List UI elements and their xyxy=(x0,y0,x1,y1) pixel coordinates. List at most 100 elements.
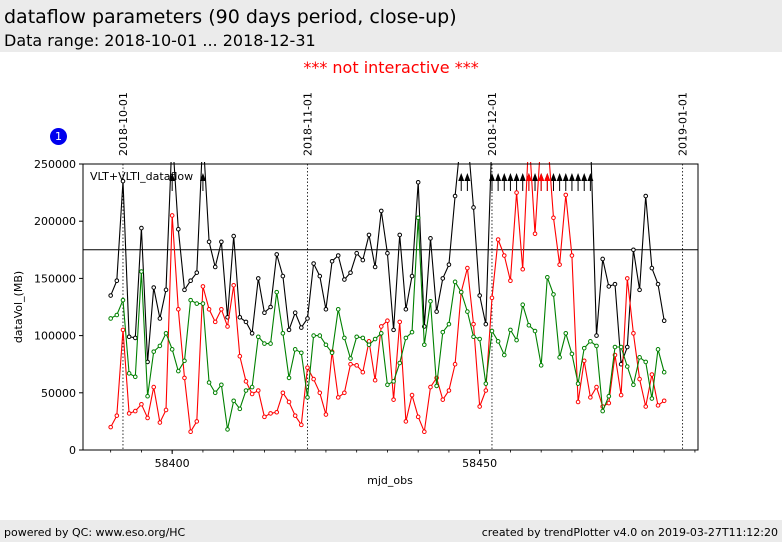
data-point xyxy=(489,295,495,301)
data-point xyxy=(176,368,181,374)
data-point xyxy=(280,273,286,279)
data-point xyxy=(243,319,249,325)
data-point xyxy=(311,333,316,338)
y-tick-label: 100000 xyxy=(34,330,76,343)
data-point xyxy=(280,390,286,396)
data-point xyxy=(182,287,187,293)
data-point xyxy=(286,399,292,405)
data-point xyxy=(176,306,181,312)
data-point xyxy=(606,393,612,399)
data-point xyxy=(446,262,452,267)
overflow-marker-arrow xyxy=(199,173,206,181)
data-point xyxy=(329,258,335,264)
data-point xyxy=(483,381,489,386)
data-point xyxy=(409,329,415,335)
data-point xyxy=(612,344,618,350)
data-point xyxy=(624,276,630,281)
data-point xyxy=(120,178,126,184)
overflow-marker-arrow xyxy=(169,173,176,181)
data-point xyxy=(508,278,513,283)
data-point xyxy=(292,413,298,418)
data-point xyxy=(526,323,532,328)
data-range-subtitle: Data range: 2018-10-01 ... 2018-12-31 xyxy=(4,31,316,50)
data-point xyxy=(594,333,599,338)
data-point xyxy=(360,257,366,263)
data-point xyxy=(317,333,323,338)
overflow-marker-arrow xyxy=(538,173,545,181)
data-point xyxy=(366,342,372,348)
data-point xyxy=(649,396,655,401)
data-point xyxy=(126,411,132,416)
overflow-marker-arrow xyxy=(568,173,575,181)
data-point xyxy=(163,407,169,413)
data-point xyxy=(243,379,249,384)
data-point xyxy=(157,420,163,425)
data-point xyxy=(631,247,636,253)
data-point xyxy=(132,374,138,380)
data-point xyxy=(501,253,507,258)
data-point xyxy=(225,427,230,432)
data-point xyxy=(372,336,378,342)
footer-generator: created by trendPlotter v4.0 on 2019-03-… xyxy=(481,526,778,539)
data-point xyxy=(249,391,255,397)
data-point xyxy=(545,274,550,280)
data-point xyxy=(483,321,489,327)
data-point xyxy=(477,336,482,342)
data-point xyxy=(311,376,316,382)
data-point xyxy=(206,380,212,385)
data-point xyxy=(225,324,230,329)
data-point xyxy=(612,281,618,287)
data-point xyxy=(618,392,624,398)
data-point xyxy=(329,350,335,356)
data-point xyxy=(501,352,507,358)
data-point xyxy=(594,384,599,390)
data-point xyxy=(169,213,175,218)
data-point xyxy=(231,282,236,288)
data-point xyxy=(157,316,163,321)
data-point xyxy=(323,306,329,312)
data-point xyxy=(631,331,636,336)
data-point xyxy=(557,262,562,267)
date-marker-label: 2018-11-01 xyxy=(301,92,314,156)
overflow-marker-arrow xyxy=(587,173,594,181)
data-point xyxy=(323,342,329,348)
data-point xyxy=(139,269,144,274)
data-point xyxy=(385,382,390,388)
data-point xyxy=(120,297,126,303)
data-point xyxy=(219,382,224,388)
data-point xyxy=(151,384,157,390)
data-point xyxy=(551,292,556,297)
data-point xyxy=(581,358,587,364)
date-marker-label: 2018-12-01 xyxy=(486,92,499,156)
data-point xyxy=(299,422,304,428)
y-tick-label: 0 xyxy=(69,444,76,457)
data-point xyxy=(532,328,538,334)
data-point xyxy=(219,239,224,245)
data-point xyxy=(428,236,433,241)
data-point xyxy=(409,273,415,279)
chart-title-label: VLT+VLTI_dataflow xyxy=(90,170,193,183)
data-point xyxy=(661,398,667,404)
overflow-marker-arrow xyxy=(519,173,526,181)
data-point xyxy=(335,253,341,258)
data-point xyxy=(465,309,470,314)
data-point xyxy=(624,344,630,350)
data-point xyxy=(317,273,323,279)
data-point xyxy=(360,369,366,375)
data-point xyxy=(477,293,482,298)
plot-number-badge[interactable]: 1 xyxy=(50,128,67,145)
data-point xyxy=(299,350,304,356)
data-point xyxy=(163,331,169,336)
data-point xyxy=(348,356,353,361)
overflow-marker-arrow xyxy=(458,173,465,181)
data-point xyxy=(397,232,403,238)
data-point xyxy=(194,301,200,306)
data-point xyxy=(495,339,501,344)
data-point xyxy=(452,361,458,367)
data-point xyxy=(538,363,544,368)
data-point xyxy=(126,334,132,340)
overflow-marker-arrow xyxy=(575,173,582,181)
data-point xyxy=(372,264,378,270)
overflow-marker-arrow xyxy=(562,173,569,181)
